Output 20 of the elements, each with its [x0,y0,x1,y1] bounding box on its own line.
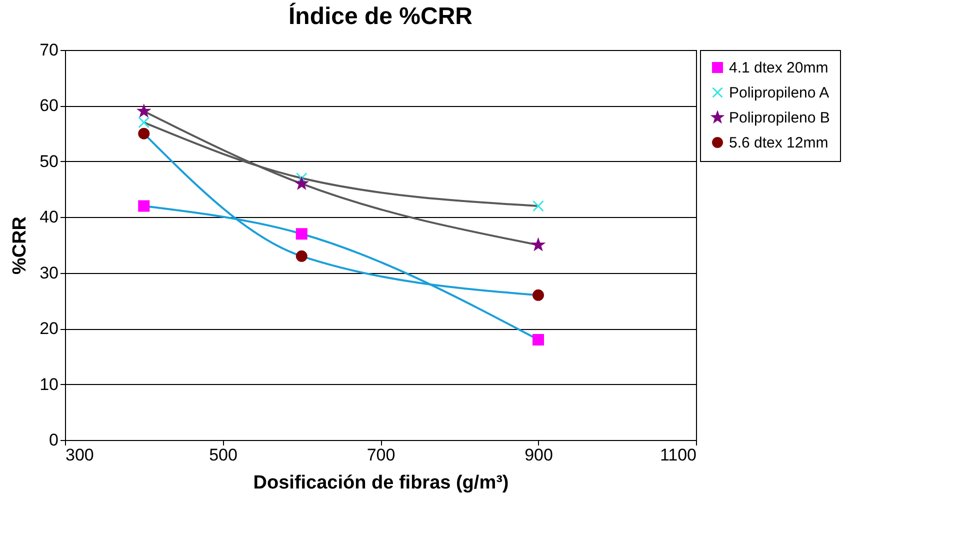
chart-title: Índice de %CRR [288,2,473,30]
x-tick-label: 500 [209,446,238,464]
y-tick-label: 0 [49,430,58,450]
legend-label: Polipropileno B [729,110,830,126]
y-tick-label: 10 [40,374,58,394]
y-tick-label: 70 [40,40,58,60]
x-tick-label: 1100 [660,446,696,464]
x-axis-title: Dosificación de fibras (g/m³) [253,472,509,494]
y-tick-label: 60 [40,96,58,116]
y-tick-label: 50 [40,152,58,171]
legend-label: Polipropileno A [729,84,830,102]
y-tick-label: 20 [40,319,58,338]
y-tick-label: 40 [40,208,58,227]
y-tick-label: 30 [40,263,58,282]
x-tick-label: 700 [366,446,396,464]
x-tick-label: 300 [66,446,94,464]
y-axis-title: %CRR [10,216,31,275]
legend-label: 4.1 dtex 20mm [729,60,828,76]
x-tick-label: 900 [524,446,553,464]
legend-label: 5.6 dtex 12mm [729,134,828,152]
